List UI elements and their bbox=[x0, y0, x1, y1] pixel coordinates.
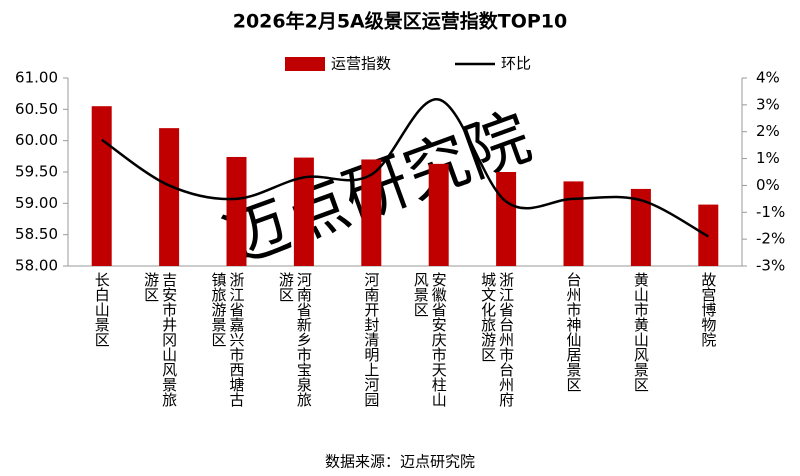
y-tick-label: 58.50 bbox=[15, 225, 58, 243]
line bbox=[100, 98, 709, 238]
bar bbox=[563, 181, 584, 266]
y-tick-label: 59.00 bbox=[15, 194, 58, 212]
y2-tick-label: 3% bbox=[756, 95, 780, 113]
source: 数据来源：迈点研究院 bbox=[325, 453, 475, 471]
legend-label: 环比 bbox=[501, 55, 531, 73]
y2-tick-label: 1% bbox=[756, 149, 780, 167]
x-tick-label: 故宫博物院 bbox=[699, 272, 718, 347]
chart-title: 2026年2月5A级景区运营指数TOP10 bbox=[233, 10, 568, 33]
y2-tick-label: -2% bbox=[756, 230, 785, 248]
y-tick-label: 58.00 bbox=[15, 257, 58, 275]
x-tick-label: 河南省新乡市宝泉旅游区 bbox=[276, 272, 313, 407]
x-tick-label: 安徽省安庆市天柱山风景区 bbox=[411, 272, 448, 407]
y2-tick-label: 0% bbox=[756, 176, 780, 194]
y-tick-label: 60.00 bbox=[15, 131, 58, 149]
y-tick-label: 59.50 bbox=[15, 163, 58, 181]
y2-tick-label: 4% bbox=[756, 69, 780, 87]
bar bbox=[226, 156, 247, 266]
x-tick-label: 浙江省台州市台州府城文化旅游区 bbox=[479, 272, 516, 407]
bar bbox=[630, 188, 651, 266]
y2-tick-label: -1% bbox=[756, 203, 785, 221]
bar bbox=[496, 172, 517, 266]
x-tick-label: 河南开封清明上河园 bbox=[362, 272, 381, 407]
bar bbox=[428, 163, 449, 266]
legend-label: 运营指数 bbox=[331, 55, 391, 73]
x-tick-label: 长白山景区 bbox=[92, 272, 111, 347]
bar bbox=[361, 159, 382, 266]
bar bbox=[159, 128, 180, 266]
legend-swatch bbox=[285, 57, 325, 71]
y-tick-label: 60.50 bbox=[15, 100, 58, 118]
x-tick-label: 浙江省嘉兴市西塘古镇旅游景区 bbox=[209, 272, 246, 407]
y-tick-label: 61.00 bbox=[15, 69, 58, 87]
x-tick-label: 黄山市黄山风景区 bbox=[631, 272, 650, 392]
y2-tick-label: 2% bbox=[756, 122, 780, 140]
bar bbox=[293, 157, 314, 266]
bar bbox=[91, 106, 112, 266]
x-tick-label: 吉安市井冈山风景旅游区 bbox=[142, 272, 179, 407]
x-tick-label: 台州市神仙居景区 bbox=[564, 272, 583, 392]
y2-tick-label: -3% bbox=[756, 257, 785, 275]
